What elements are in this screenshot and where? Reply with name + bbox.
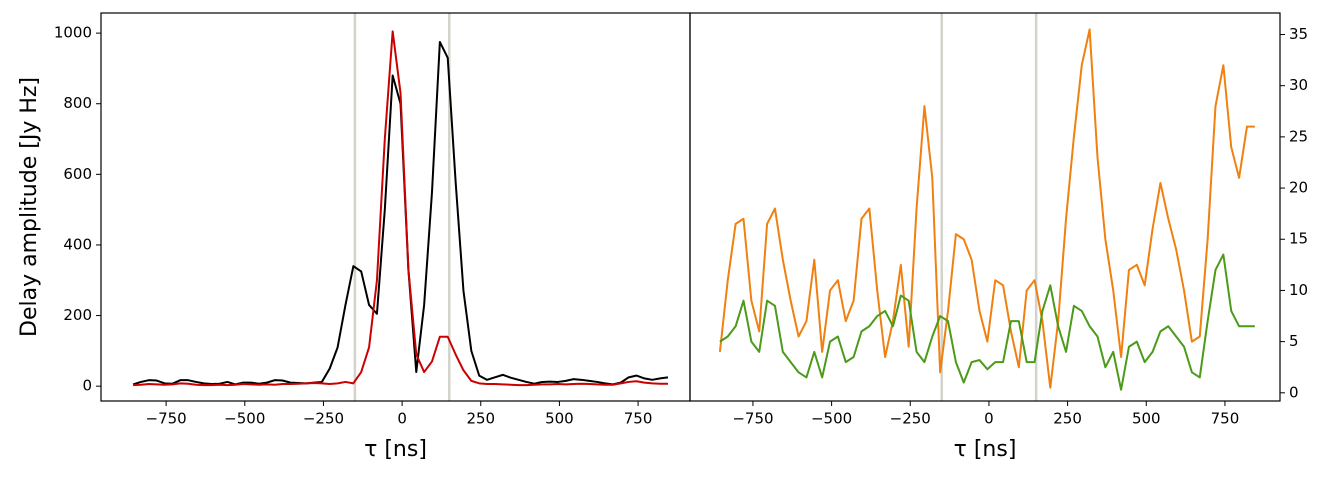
x-tick-label: 250: [466, 410, 495, 428]
x-tick-label: −500: [224, 410, 265, 428]
y-tick-label: 200: [63, 306, 92, 324]
y-axis-label: Delay amplitude [Jy Hz]: [17, 77, 42, 337]
y-tick-label: 25: [1289, 127, 1308, 145]
x-tick-label: 250: [1053, 410, 1082, 428]
y-tick-label: 600: [63, 165, 92, 183]
y-tick-label: 35: [1289, 25, 1308, 43]
x-tick-label: 0: [397, 410, 407, 428]
y-tick-label: 5: [1289, 332, 1299, 350]
x-axis-label: τ [ns]: [954, 437, 1017, 462]
x-tick-label: −750: [146, 410, 187, 428]
x-tick-label: −250: [890, 410, 931, 428]
y-tick-label: 400: [63, 235, 92, 253]
y-tick-label: 30: [1289, 76, 1308, 94]
y-tick-label: 0: [82, 377, 92, 395]
y-tick-label: 15: [1289, 230, 1308, 248]
x-tick-label: 750: [1211, 410, 1240, 428]
y-tick-label: 10: [1289, 281, 1308, 299]
x-axis-label: τ [ns]: [364, 437, 427, 462]
x-tick-label: 500: [1132, 410, 1161, 428]
data-line: [133, 30, 668, 387]
plot-frame: [100, 12, 691, 402]
x-tick-label: −500: [811, 410, 852, 428]
plot-frame: [689, 12, 1281, 402]
data-line: [718, 28, 1255, 389]
y-tick-label: 0: [1289, 383, 1299, 401]
y-tick-label: 800: [63, 94, 92, 112]
x-tick-label: −750: [732, 410, 773, 428]
x-tick-label: 0: [984, 410, 994, 428]
y-tick-label: 20: [1289, 179, 1308, 197]
data-line: [719, 253, 1255, 391]
x-tick-label: 750: [624, 410, 653, 428]
y-tick-label: 1000: [54, 24, 92, 42]
x-tick-label: −250: [303, 410, 344, 428]
x-tick-label: 500: [545, 410, 574, 428]
